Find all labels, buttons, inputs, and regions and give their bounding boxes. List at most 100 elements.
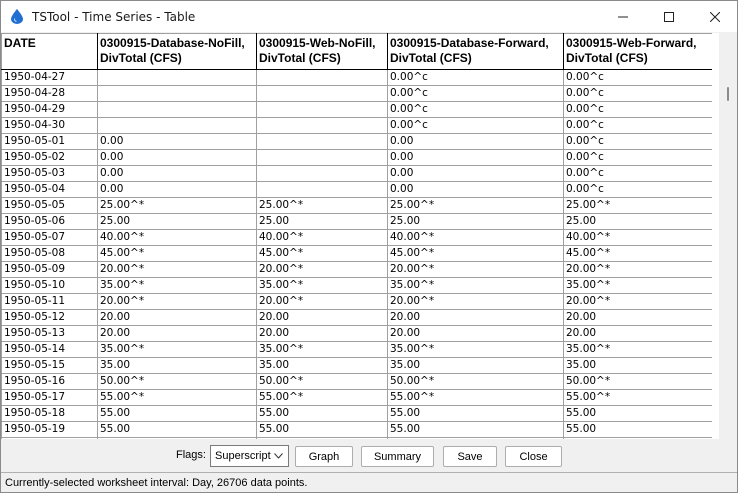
value-cell[interactable]: 0.00^c <box>563 149 712 166</box>
date-cell[interactable]: 1950-05-15 <box>1 357 98 374</box>
value-cell[interactable]: 40.00^* <box>387 229 564 246</box>
table-row[interactable] <box>1 437 712 439</box>
value-cell[interactable]: 20.00 <box>256 309 388 326</box>
value-cell[interactable]: 0.00 <box>387 165 564 182</box>
value-cell[interactable]: 45.00^* <box>563 245 712 262</box>
date-cell[interactable]: 1950-05-17 <box>1 389 98 406</box>
value-cell[interactable]: 55.00 <box>97 421 257 438</box>
graph-button[interactable]: Graph <box>295 446 353 467</box>
value-cell[interactable]: 35.00^* <box>256 341 388 358</box>
vertical-scrollbar[interactable] <box>719 33 737 439</box>
table-row[interactable]: 1950-05-15 35.00 35.00 35.00 35.00 <box>1 357 712 374</box>
value-cell[interactable]: 35.00 <box>387 357 564 374</box>
value-cell[interactable]: 0.00^c <box>387 101 564 118</box>
value-cell[interactable]: 55.00 <box>256 405 388 422</box>
value-cell[interactable]: 20.00^* <box>97 261 257 278</box>
value-cell[interactable]: 55.00 <box>256 421 388 438</box>
value-cell[interactable]: 55.00 <box>563 405 712 422</box>
table-row[interactable]: 1950-05-16 50.00^* 50.00^* 50.00^* 50.00^* <box>1 373 712 390</box>
table-row[interactable]: 1950-05-02 0.00 0.00 0.00^c <box>1 149 712 166</box>
value-cell[interactable]: 0.00^c <box>387 69 564 86</box>
value-cell[interactable] <box>256 69 388 86</box>
value-cell[interactable] <box>256 85 388 102</box>
value-cell[interactable] <box>97 101 257 118</box>
value-cell[interactable]: 20.00 <box>387 325 564 342</box>
value-cell[interactable]: 50.00^* <box>387 373 564 390</box>
value-cell[interactable]: 50.00^* <box>97 373 257 390</box>
value-cell[interactable]: 35.00^* <box>387 341 564 358</box>
table-row[interactable]: 1950-05-17 55.00^* 55.00^* 55.00^* 55.00^* <box>1 389 712 406</box>
value-cell[interactable]: 25.00 <box>387 213 564 230</box>
value-cell[interactable] <box>256 101 388 118</box>
value-cell[interactable]: 25.00 <box>97 213 257 230</box>
date-cell[interactable]: 1950-05-14 <box>1 341 98 358</box>
value-cell[interactable] <box>256 181 388 198</box>
date-cell[interactable]: 1950-05-06 <box>1 213 98 230</box>
flags-dropdown[interactable]: Superscript <box>210 445 289 467</box>
table-row[interactable]: 1950-05-03 0.00 0.00 0.00^c <box>1 165 712 182</box>
summary-button[interactable]: Summary <box>361 446 434 467</box>
value-cell[interactable]: 20.00^* <box>387 261 564 278</box>
value-cell[interactable]: 20.00^* <box>387 293 564 310</box>
value-cell[interactable] <box>256 165 388 182</box>
date-cell[interactable]: 1950-04-29 <box>1 101 98 118</box>
value-cell[interactable] <box>563 437 712 439</box>
value-cell[interactable]: 55.00 <box>563 421 712 438</box>
value-cell[interactable]: 45.00^* <box>387 245 564 262</box>
date-cell[interactable]: 1950-05-02 <box>1 149 98 166</box>
table-row[interactable]: 1950-05-14 35.00^* 35.00^* 35.00^* 35.00^* <box>1 341 712 358</box>
column-header-web-forward[interactable]: 0300915-Web-Forward, DivTotal (CFS) <box>563 33 712 70</box>
value-cell[interactable]: 0.00 <box>387 181 564 198</box>
date-cell[interactable]: 1950-05-04 <box>1 181 98 198</box>
value-cell[interactable]: 40.00^* <box>256 229 388 246</box>
save-button[interactable]: Save <box>443 446 497 467</box>
value-cell[interactable]: 0.00^c <box>563 69 712 86</box>
value-cell[interactable]: 0.00^c <box>563 85 712 102</box>
value-cell[interactable]: 35.00^* <box>97 341 257 358</box>
minimize-button[interactable] <box>600 1 646 32</box>
value-cell[interactable]: 55.00^* <box>387 389 564 406</box>
value-cell[interactable] <box>97 117 257 134</box>
value-cell[interactable]: 40.00^* <box>97 229 257 246</box>
value-cell[interactable]: 0.00 <box>387 149 564 166</box>
value-cell[interactable]: 25.00^* <box>563 197 712 214</box>
date-cell[interactable]: 1950-05-01 <box>1 133 98 150</box>
table-row[interactable]: 1950-05-01 0.00 0.00 0.00^c <box>1 133 712 150</box>
value-cell[interactable]: 20.00 <box>97 325 257 342</box>
date-cell[interactable]: 1950-05-13 <box>1 325 98 342</box>
value-cell[interactable]: 0.00 <box>97 149 257 166</box>
value-cell[interactable]: 40.00^* <box>563 229 712 246</box>
column-header-database-forward[interactable]: 0300915-Database-Forward, DivTotal (CFS) <box>387 33 564 70</box>
close-window-button[interactable] <box>692 1 738 32</box>
date-cell[interactable]: 1950-05-10 <box>1 277 98 294</box>
value-cell[interactable]: 35.00^* <box>97 277 257 294</box>
table-row[interactable]: 1950-05-06 25.00 25.00 25.00 25.00 <box>1 213 712 230</box>
table-row[interactable]: 1950-05-18 55.00 55.00 55.00 55.00 <box>1 405 712 422</box>
table-row[interactable]: 1950-05-13 20.00 20.00 20.00 20.00 <box>1 325 712 342</box>
date-cell[interactable]: 1950-05-07 <box>1 229 98 246</box>
value-cell[interactable]: 0.00^c <box>563 181 712 198</box>
date-cell[interactable]: 1950-05-03 <box>1 165 98 182</box>
value-cell[interactable]: 55.00 <box>387 405 564 422</box>
date-cell[interactable]: 1950-05-05 <box>1 197 98 214</box>
time-series-grid[interactable]: DATE 0300915-Database-NoFill, DivTotal (C… <box>1 33 712 439</box>
value-cell[interactable]: 45.00^* <box>97 245 257 262</box>
table-row[interactable]: 1950-05-05 25.00^* 25.00^* 25.00^* 25.00^* <box>1 197 712 214</box>
value-cell[interactable] <box>97 69 257 86</box>
date-cell[interactable]: 1950-05-19 <box>1 421 98 438</box>
value-cell[interactable]: 25.00^* <box>256 197 388 214</box>
table-row[interactable]: 1950-05-10 35.00^* 35.00^* 35.00^* 35.00^* <box>1 277 712 294</box>
value-cell[interactable]: 20.00 <box>563 309 712 326</box>
value-cell[interactable]: 35.00 <box>256 357 388 374</box>
date-cell[interactable]: 1950-04-30 <box>1 117 98 134</box>
value-cell[interactable]: 0.00 <box>97 181 257 198</box>
date-cell[interactable]: 1950-05-11 <box>1 293 98 310</box>
table-row[interactable]: 1950-05-19 55.00 55.00 55.00 55.00 <box>1 421 712 438</box>
value-cell[interactable]: 35.00^* <box>563 277 712 294</box>
value-cell[interactable]: 45.00^* <box>256 245 388 262</box>
table-row[interactable]: 1950-05-07 40.00^* 40.00^* 40.00^* 40.00^* <box>1 229 712 246</box>
value-cell[interactable]: 20.00^* <box>563 261 712 278</box>
maximize-button[interactable] <box>646 1 692 32</box>
value-cell[interactable]: 0.00^c <box>563 117 712 134</box>
value-cell[interactable]: 55.00 <box>387 421 564 438</box>
